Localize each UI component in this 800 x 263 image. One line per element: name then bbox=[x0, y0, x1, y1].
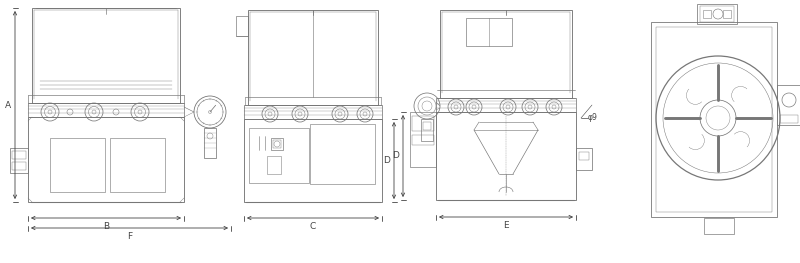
Bar bbox=[656, 27, 772, 212]
Bar bbox=[204, 128, 216, 158]
Bar bbox=[271, 138, 283, 150]
Text: D: D bbox=[383, 156, 390, 165]
Bar bbox=[723, 10, 731, 18]
Bar bbox=[703, 10, 711, 18]
Bar bbox=[244, 119, 382, 202]
Text: A: A bbox=[5, 100, 11, 109]
Bar bbox=[12, 162, 26, 170]
Bar bbox=[410, 112, 436, 167]
Bar bbox=[700, 6, 734, 22]
Bar bbox=[28, 103, 184, 117]
Text: D: D bbox=[392, 151, 399, 160]
Bar bbox=[412, 135, 434, 145]
Bar bbox=[777, 85, 800, 125]
Bar bbox=[236, 16, 248, 36]
Bar bbox=[310, 124, 375, 184]
Bar bbox=[780, 115, 798, 123]
Bar bbox=[110, 138, 165, 192]
Text: E: E bbox=[503, 221, 509, 230]
Text: φ9: φ9 bbox=[588, 114, 598, 123]
Text: F: F bbox=[127, 232, 132, 241]
Bar bbox=[423, 122, 431, 130]
Bar bbox=[267, 156, 281, 174]
Bar bbox=[421, 119, 433, 141]
Bar bbox=[12, 151, 26, 159]
Text: C: C bbox=[310, 222, 316, 231]
Bar bbox=[248, 10, 378, 105]
Bar bbox=[436, 112, 576, 200]
Bar bbox=[440, 10, 572, 98]
Bar bbox=[244, 105, 382, 119]
Bar bbox=[50, 138, 105, 192]
Bar bbox=[273, 140, 281, 148]
Bar bbox=[466, 18, 512, 46]
Text: B: B bbox=[103, 222, 109, 231]
Bar bbox=[697, 4, 737, 24]
Bar bbox=[412, 116, 434, 131]
Bar bbox=[28, 117, 184, 202]
Bar bbox=[436, 98, 576, 112]
Bar bbox=[576, 148, 592, 170]
Bar bbox=[249, 128, 309, 183]
Bar bbox=[651, 22, 777, 217]
Bar bbox=[10, 148, 28, 173]
Bar bbox=[32, 8, 180, 103]
Bar bbox=[579, 152, 589, 160]
Bar bbox=[704, 218, 734, 234]
